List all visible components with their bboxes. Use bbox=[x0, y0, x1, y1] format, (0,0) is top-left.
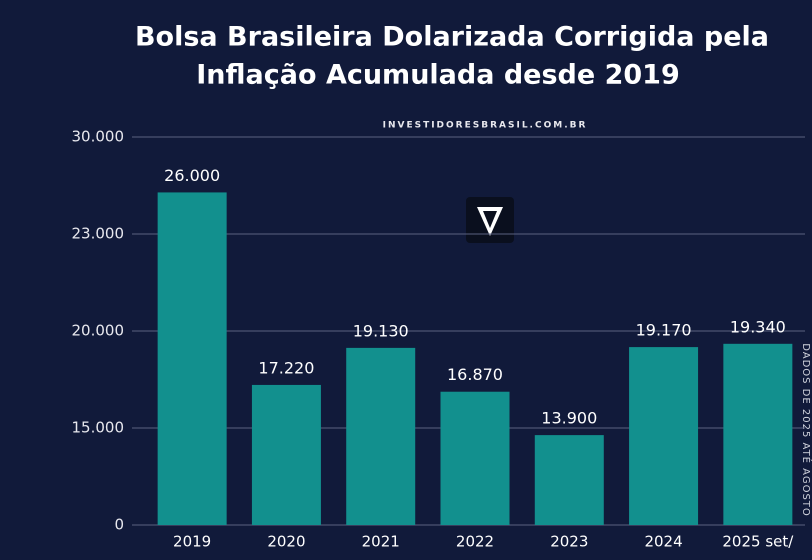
bar bbox=[723, 343, 793, 525]
data-label: 13.900 bbox=[541, 409, 597, 428]
y-tick-label: 20.000 bbox=[72, 322, 125, 340]
bar bbox=[346, 347, 416, 525]
bar bbox=[440, 391, 510, 525]
chart-subtitle: INVESTIDORESBRASIL.COM.BR bbox=[383, 121, 588, 131]
x-tick-label: 2020 bbox=[267, 533, 305, 551]
x-tick-label: 2023 bbox=[550, 533, 588, 551]
bar bbox=[157, 192, 227, 525]
bar bbox=[251, 384, 321, 525]
x-tick-label: 2025 set/ bbox=[722, 533, 794, 551]
y-tick-label: 15.000 bbox=[72, 419, 125, 437]
chart-title: Inflação Acumulada desde 2019 bbox=[196, 60, 679, 91]
data-label: 19.340 bbox=[730, 317, 786, 336]
bar bbox=[629, 347, 699, 525]
bar bbox=[534, 435, 604, 525]
y-tick-label: 0 bbox=[114, 516, 124, 534]
x-tick-label: 2021 bbox=[362, 533, 400, 551]
x-tick-label: 2019 bbox=[173, 533, 211, 551]
data-label: 16.870 bbox=[447, 365, 503, 384]
annotation: DADOS DE 2025 ATÉ AGOSTO bbox=[800, 343, 812, 517]
x-tick-label: 2024 bbox=[644, 533, 682, 551]
data-label: 17.220 bbox=[258, 358, 314, 377]
data-label: 26.000 bbox=[164, 166, 220, 185]
chart-title: Bolsa Brasileira Dolarizada Corrigida pe… bbox=[135, 22, 769, 53]
y-tick-label: 30.000 bbox=[72, 128, 125, 146]
logo bbox=[466, 197, 514, 243]
y-tick-label: 23.000 bbox=[72, 225, 125, 243]
data-label: 19.170 bbox=[636, 321, 692, 340]
data-label: 19.130 bbox=[353, 321, 409, 340]
x-tick-label: 2022 bbox=[456, 533, 494, 551]
